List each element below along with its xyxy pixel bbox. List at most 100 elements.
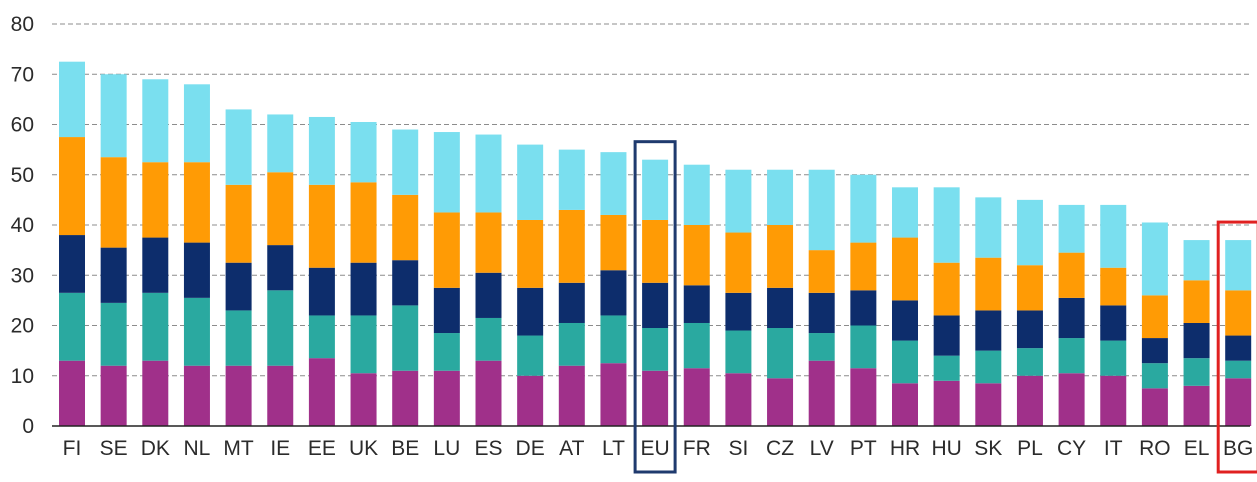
x-tick-label: PL — [1017, 437, 1043, 460]
bar-segment-mt-1 — [225, 365, 252, 426]
x-tick-label: NL — [184, 437, 211, 460]
bar-segment-se-2 — [100, 302, 127, 366]
x-tick-label: BE — [391, 437, 419, 460]
bar-segment-mt-2 — [225, 310, 252, 366]
x-tick-label: DK — [141, 437, 170, 460]
highlight-box-bg — [1216, 220, 1257, 474]
bar-segment-cy-3 — [1058, 297, 1085, 339]
x-tick-label: AT — [559, 437, 584, 460]
bar-segment-bg-1 — [1225, 378, 1252, 426]
x-tick-label: IT — [1104, 437, 1123, 460]
bar-segment-de-3 — [517, 287, 544, 336]
bar-segment-it-3 — [1100, 305, 1127, 341]
bar-segment-fi-1 — [59, 360, 85, 426]
bar-segment-fi-2 — [59, 292, 85, 361]
bar-segment-uk-3 — [350, 262, 377, 316]
bar-segment-el-1 — [1183, 385, 1210, 426]
bar-segment-lt-5 — [600, 152, 627, 215]
bar-segment-pl-2 — [1016, 348, 1043, 376]
bar-segment-lv-3 — [808, 292, 835, 334]
bar-segment-cz-5 — [767, 169, 794, 225]
bar-segment-be-2 — [392, 305, 419, 371]
y-axis: 0 10 20 30 40 50 60 70 80 — [11, 13, 34, 438]
bar-segment-se-3 — [100, 247, 127, 303]
bar-segment-lu-4 — [433, 212, 460, 288]
bar-segment-dk-5 — [142, 79, 169, 163]
bar-segment-bg-3 — [1225, 335, 1252, 361]
bar-segment-ie-2 — [267, 290, 294, 366]
bar-segment-pl-1 — [1016, 375, 1043, 426]
highlight-box-eu — [633, 140, 677, 474]
bar-segment-be-1 — [392, 370, 419, 426]
bar-segment-el-3 — [1183, 322, 1210, 359]
bar-segment-fr-5 — [683, 164, 710, 225]
bar-segment-ee-4 — [308, 184, 335, 268]
x-tick-label: HR — [890, 437, 920, 460]
bar-segment-at-2 — [558, 322, 585, 366]
bar-segment-lv-4 — [808, 250, 835, 293]
bar-segment-el-5 — [1183, 240, 1210, 281]
bar-segment-pl-5 — [1016, 199, 1043, 266]
bar-segment-fi-5 — [59, 61, 85, 138]
bar-segment-fr-3 — [683, 285, 710, 323]
bar-segment-lu-3 — [433, 287, 460, 334]
x-tick-label: FI — [63, 437, 82, 460]
x-tick-label: BG — [1223, 437, 1253, 460]
x-tick-label: LU — [433, 437, 460, 460]
bar-segment-es-2 — [475, 317, 502, 361]
bar-segment-lv-1 — [808, 360, 835, 426]
x-tick-label: EE — [308, 437, 336, 460]
bar-segment-dk-2 — [142, 292, 169, 361]
bar-segment-pt-5 — [850, 174, 877, 243]
bar-segment-eu-5 — [642, 159, 669, 220]
y-tick-label: 30 — [11, 264, 34, 287]
bar-segment-hr-5 — [892, 187, 918, 238]
bar-segment-sk-4 — [975, 257, 1002, 311]
bar-segment-sk-2 — [975, 350, 1002, 384]
bar-segment-be-4 — [392, 194, 419, 261]
x-tick-label: FR — [683, 437, 711, 460]
bar-segment-de-5 — [517, 144, 544, 220]
highlight-boxes — [633, 140, 1257, 474]
bar-segment-mt-3 — [225, 262, 252, 311]
x-tick-label: EL — [1184, 437, 1210, 460]
bar-segment-hu-4 — [933, 262, 960, 316]
bar-segment-pt-1 — [850, 368, 877, 426]
bar-segment-eu-4 — [642, 219, 669, 283]
bar-segment-hu-3 — [933, 315, 960, 356]
bar-segment-fr-2 — [683, 322, 710, 369]
x-tick-label: SI — [728, 437, 748, 460]
x-tick-label: LT — [602, 437, 625, 460]
bar-segment-si-2 — [725, 330, 752, 374]
bar-segment-el-2 — [1183, 358, 1210, 386]
bar-segment-ro-1 — [1141, 388, 1168, 426]
bar-segment-be-5 — [392, 129, 419, 195]
bar-segment-nl-4 — [183, 162, 210, 243]
x-tick-label: SE — [100, 437, 128, 460]
bar-segment-sk-1 — [975, 383, 1002, 426]
bar-segment-hr-4 — [892, 237, 918, 301]
y-tick-label: 80 — [11, 13, 34, 36]
y-tick-label: 20 — [11, 315, 34, 338]
x-tick-label: CZ — [766, 437, 794, 460]
x-tick-label: EU — [641, 437, 670, 460]
bar-segment-de-2 — [517, 335, 544, 376]
bar-segment-nl-5 — [183, 84, 210, 163]
bar-segment-sk-3 — [975, 310, 1002, 351]
bar-segment-de-1 — [517, 375, 544, 426]
bar-segment-lv-5 — [808, 169, 835, 251]
bar-segment-it-1 — [1100, 375, 1127, 426]
bar-segment-lt-4 — [600, 214, 627, 271]
bar-segment-bg-4 — [1225, 290, 1252, 336]
bar-segment-at-4 — [558, 209, 585, 283]
bar-segment-ro-5 — [1141, 222, 1168, 296]
bar-segment-cz-2 — [767, 328, 794, 379]
bar-segment-at-3 — [558, 282, 585, 323]
y-tick-label: 40 — [11, 214, 34, 237]
bar-segment-cy-4 — [1058, 252, 1085, 298]
bar-segment-hu-1 — [933, 380, 960, 426]
bar-segment-el-4 — [1183, 280, 1210, 323]
bar-segment-uk-4 — [350, 182, 377, 263]
bar-segment-lt-1 — [600, 363, 627, 426]
